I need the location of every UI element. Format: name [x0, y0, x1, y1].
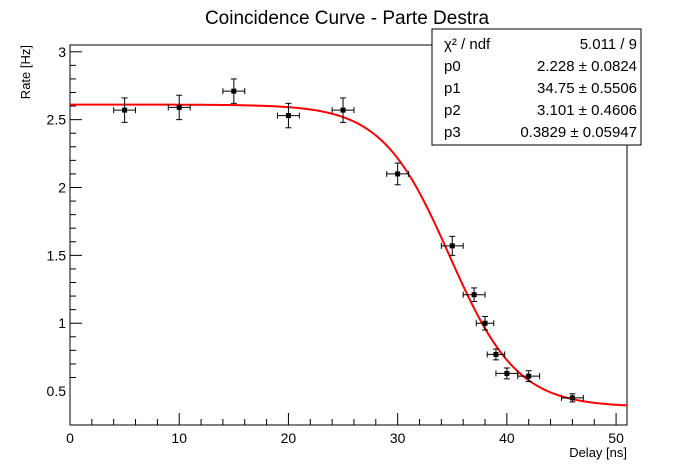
y-axis: 0.5 1 1.5 2 2.5 3: [47, 44, 82, 399]
data-point: [560, 393, 584, 403]
data-points: [113, 78, 584, 403]
fit-curve: [70, 103, 628, 407]
data-marker: [526, 373, 532, 379]
y-axis-title: Rate [Hz]: [18, 45, 33, 99]
data-point: [222, 78, 246, 104]
x-tick-label: 30: [390, 430, 406, 446]
stats-value: 5.011 / 9: [580, 36, 637, 53]
x-tick-label: 40: [499, 430, 515, 446]
x-tick-label: 10: [171, 430, 187, 446]
stats-value: 3.101 ± 0.4606: [537, 102, 637, 119]
stats-label: p2: [444, 102, 461, 119]
x-axis-title: Delay [ns]: [569, 445, 627, 460]
data-point: [440, 235, 464, 256]
data-point: [331, 97, 355, 123]
data-point: [462, 287, 486, 302]
data-marker: [176, 104, 182, 110]
stats-box-frame: [431, 28, 642, 146]
x-tick-label: 50: [608, 430, 624, 446]
stats-value: 2.228 ± 0.0824: [537, 58, 637, 75]
data-point: [486, 348, 506, 361]
y-tick-label: 2.5: [47, 112, 67, 128]
data-point: [386, 162, 410, 186]
data-marker: [504, 370, 510, 376]
stats-box: χ² / ndf 5.011 / 9 p0 2.228 ± 0.0824 p1 34.75…: [431, 28, 642, 146]
data-marker: [231, 88, 237, 94]
stats-value: 34.75 ± 0.5506: [537, 80, 637, 97]
data-point: [113, 97, 137, 123]
x-tick-label: 20: [281, 430, 297, 446]
x-tick-label: 0: [66, 430, 74, 446]
stats-label: χ² / ndf: [444, 36, 491, 53]
data-marker: [449, 243, 455, 249]
y-tick-label: 1: [58, 315, 66, 331]
data-marker: [493, 351, 499, 357]
data-marker: [340, 107, 346, 113]
stats-value: 0.3829 ± 0.05947: [520, 124, 637, 141]
data-marker: [482, 320, 488, 326]
data-marker: [569, 395, 575, 401]
data-marker: [122, 107, 128, 113]
stats-label: p3: [444, 124, 461, 141]
data-point: [517, 370, 541, 383]
y-tick-label: 3: [58, 44, 66, 60]
y-tick-label: 0.5: [47, 383, 67, 399]
data-point: [167, 94, 191, 121]
data-marker: [285, 113, 291, 119]
data-point: [475, 315, 495, 331]
stats-label: p1: [444, 80, 461, 97]
stats-label: p0: [444, 58, 461, 75]
chart-title: Coincidence Curve - Parte Destra: [205, 8, 489, 29]
plot-frame: [69, 44, 628, 426]
data-marker: [471, 292, 477, 298]
x-axis: 0 10 20 30 40 50: [66, 413, 624, 446]
data-point: [277, 102, 300, 129]
data-marker: [395, 171, 401, 177]
y-tick-label: 2: [58, 180, 66, 196]
y-tick-label: 1.5: [47, 247, 67, 263]
